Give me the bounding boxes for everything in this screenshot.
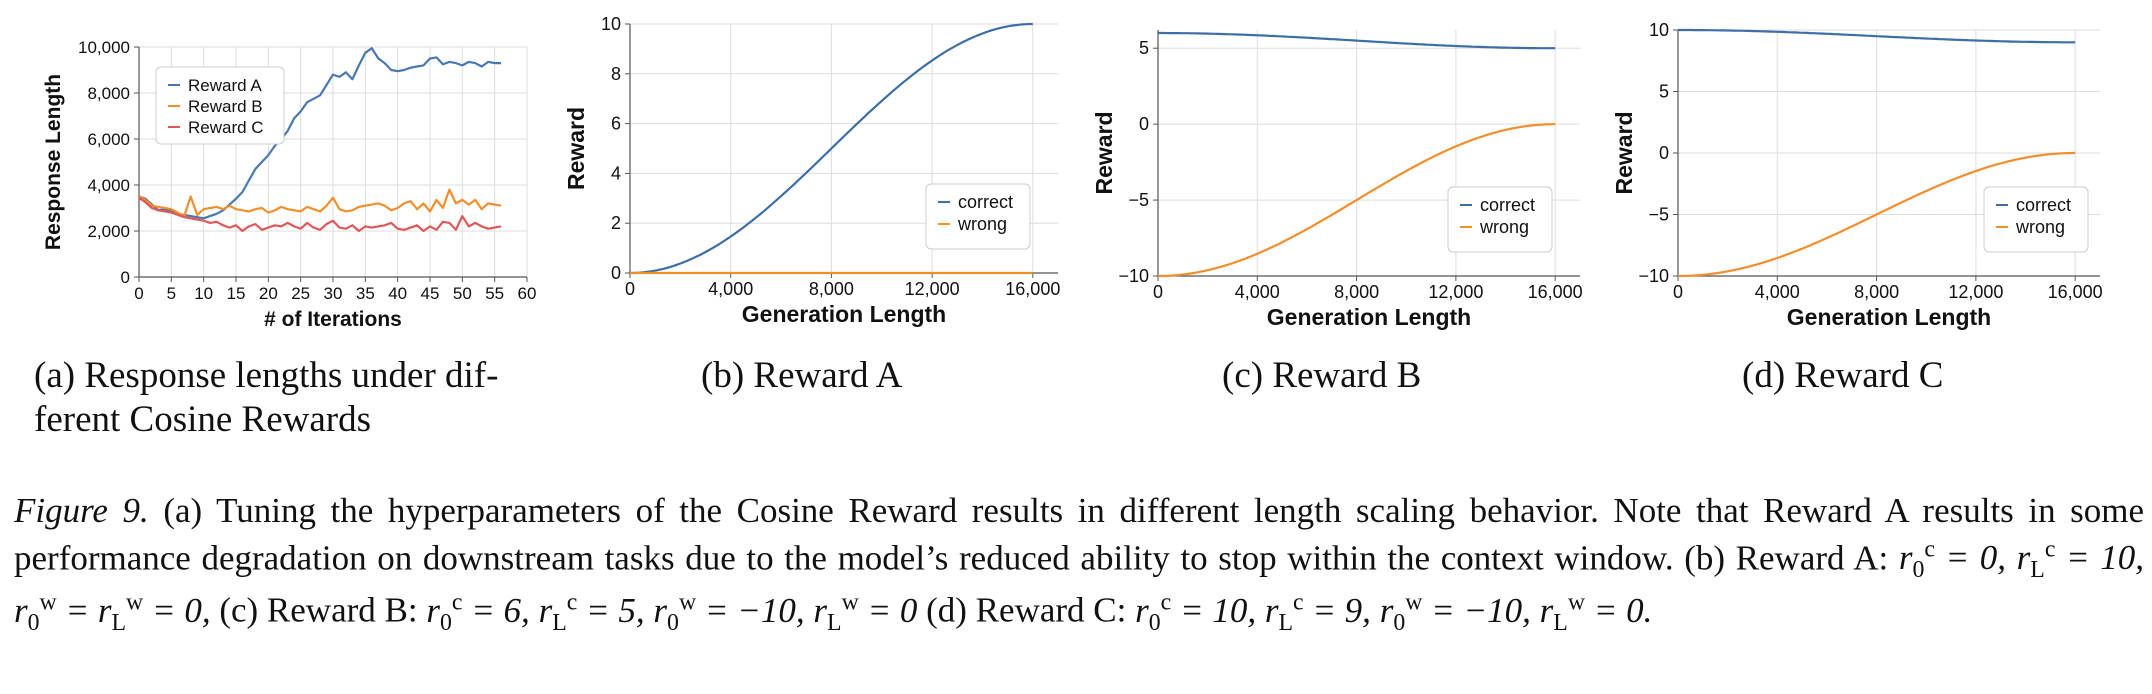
y-axis-label: Reward: [1611, 111, 1637, 194]
x-tick-label: 12,000: [1428, 282, 1483, 302]
label-reward-b: (c) Reward B:: [219, 591, 417, 630]
x-axis-label: Generation Length: [1787, 304, 1991, 330]
y-tick-label: 0: [1659, 143, 1669, 163]
caption-d: (d) Reward C: [1742, 354, 1943, 398]
x-tick-label: 40: [388, 284, 407, 303]
series-line-reward-b: [139, 190, 501, 217]
x-axis-label: # of Iterations: [264, 308, 402, 331]
x-tick-label: 8,000: [809, 279, 854, 299]
caption-a-line1: (a) Response lengths under dif-: [34, 355, 498, 396]
y-tick-label: 4,000: [87, 176, 130, 195]
legend-label: wrong: [2015, 217, 2065, 237]
x-tick-label: 25: [291, 284, 310, 303]
legend-label: Reward A: [188, 76, 262, 95]
y-tick-label: 0: [611, 263, 621, 283]
x-tick-label: 0: [1153, 282, 1163, 302]
y-tick-label: −10: [1638, 266, 1669, 286]
x-tick-label: 5: [167, 284, 176, 303]
x-tick-label: 60: [518, 284, 537, 303]
x-tick-label: 12,000: [1948, 282, 2003, 302]
x-tick-label: 20: [259, 284, 278, 303]
y-tick-label: 0: [121, 268, 130, 287]
caption-c: (c) Reward B: [1222, 354, 1421, 398]
y-axis-label: Response Length: [42, 74, 65, 250]
params-reward-c: r0c = 10, rLc = 9, r0w = −10, rLw = 0.: [1135, 591, 1652, 630]
x-tick-label: 12,000: [905, 279, 960, 299]
x-tick-label: 0: [625, 279, 635, 299]
legend-label: Reward C: [188, 118, 264, 137]
y-tick-label: 4: [611, 163, 621, 183]
x-tick-label: 4,000: [1235, 282, 1280, 302]
x-tick-label: 15: [227, 284, 246, 303]
x-tick-label: 35: [356, 284, 375, 303]
y-tick-label: −10: [1118, 266, 1149, 286]
x-tick-label: 16,000: [2048, 282, 2103, 302]
x-tick-label: 8,000: [1334, 282, 1379, 302]
x-tick-label: 10: [194, 284, 213, 303]
y-tick-label: −5: [1128, 190, 1149, 210]
y-tick-label: 5: [1139, 38, 1149, 58]
x-tick-label: 30: [324, 284, 343, 303]
legend-label: Reward B: [188, 97, 263, 116]
y-tick-label: 6: [611, 114, 621, 134]
y-tick-label: −5: [1648, 205, 1669, 225]
y-tick-label: 8: [611, 64, 621, 84]
x-tick-label: 16,000: [1005, 279, 1060, 299]
legend-label: correct: [2016, 195, 2071, 215]
x-tick-label: 45: [421, 284, 440, 303]
y-tick-label: 10: [601, 14, 621, 34]
x-tick-label: 0: [1673, 282, 1683, 302]
x-axis-label: Generation Length: [1267, 304, 1471, 330]
x-tick-label: 55: [485, 284, 504, 303]
chart-c: 0 4,000 8,000 12,000 16,000 −10 −5 0 5 Generation…: [1091, 30, 1583, 330]
legend-label: wrong: [957, 214, 1007, 234]
x-tick-label: 0: [134, 284, 143, 303]
y-tick-label: 2,000: [87, 222, 130, 241]
y-tick-label: 5: [1659, 82, 1669, 102]
params-reward-b: r0c = 6, rLc = 5, r0w = −10, rLw = 0: [426, 591, 917, 630]
x-tick-label: 4,000: [1755, 282, 1800, 302]
y-tick-label: 10,000: [78, 38, 130, 57]
figure-caption: Figure 9. (a) Tuning the hyperparameters…: [14, 488, 2144, 639]
legend-label: correct: [1480, 195, 1535, 215]
chart-d: 0 4,000 8,000 12,000 16,000 −10 −5 0 5 10 Generati…: [1611, 20, 2103, 330]
x-tick-label: 8,000: [1854, 282, 1899, 302]
y-axis-label: Reward: [563, 107, 589, 190]
legend-a: Reward A Reward B Reward C: [156, 67, 284, 144]
x-tick-label: 50: [453, 284, 472, 303]
chart-a: 0 5 10 15 20 25 30 35 40 45 50 55 60 0 2,000 4,000 6,000…: [42, 38, 536, 331]
caption-a: (a) Response lengths under dif- ferent C…: [34, 354, 574, 443]
y-tick-label: 2: [611, 213, 621, 233]
chart-b: 0 4,000 8,000 12,000 16,000 0 2 4 6 8 10 Generation…: [563, 14, 1060, 327]
caption-a-line2: ferent Cosine Rewards: [34, 399, 371, 440]
legend-label: correct: [958, 192, 1013, 212]
y-tick-label: 10: [1649, 20, 1669, 40]
y-tick-label: 6,000: [87, 130, 130, 149]
y-tick-label: 8,000: [87, 84, 130, 103]
y-axis-label: Reward: [1091, 111, 1117, 194]
figure-caption-text: (a) Tuning the hyperparameters of the Co…: [14, 491, 2144, 577]
label-reward-c: (d) Reward C:: [926, 591, 1126, 630]
figure-label: Figure 9.: [14, 491, 149, 530]
caption-b: (b) Reward A: [701, 354, 902, 398]
y-tick-label: 0: [1139, 114, 1149, 134]
x-tick-label: 4,000: [708, 279, 753, 299]
x-tick-label: 16,000: [1528, 282, 1583, 302]
x-axis-label: Generation Length: [742, 301, 946, 327]
legend-label: wrong: [1479, 217, 1529, 237]
